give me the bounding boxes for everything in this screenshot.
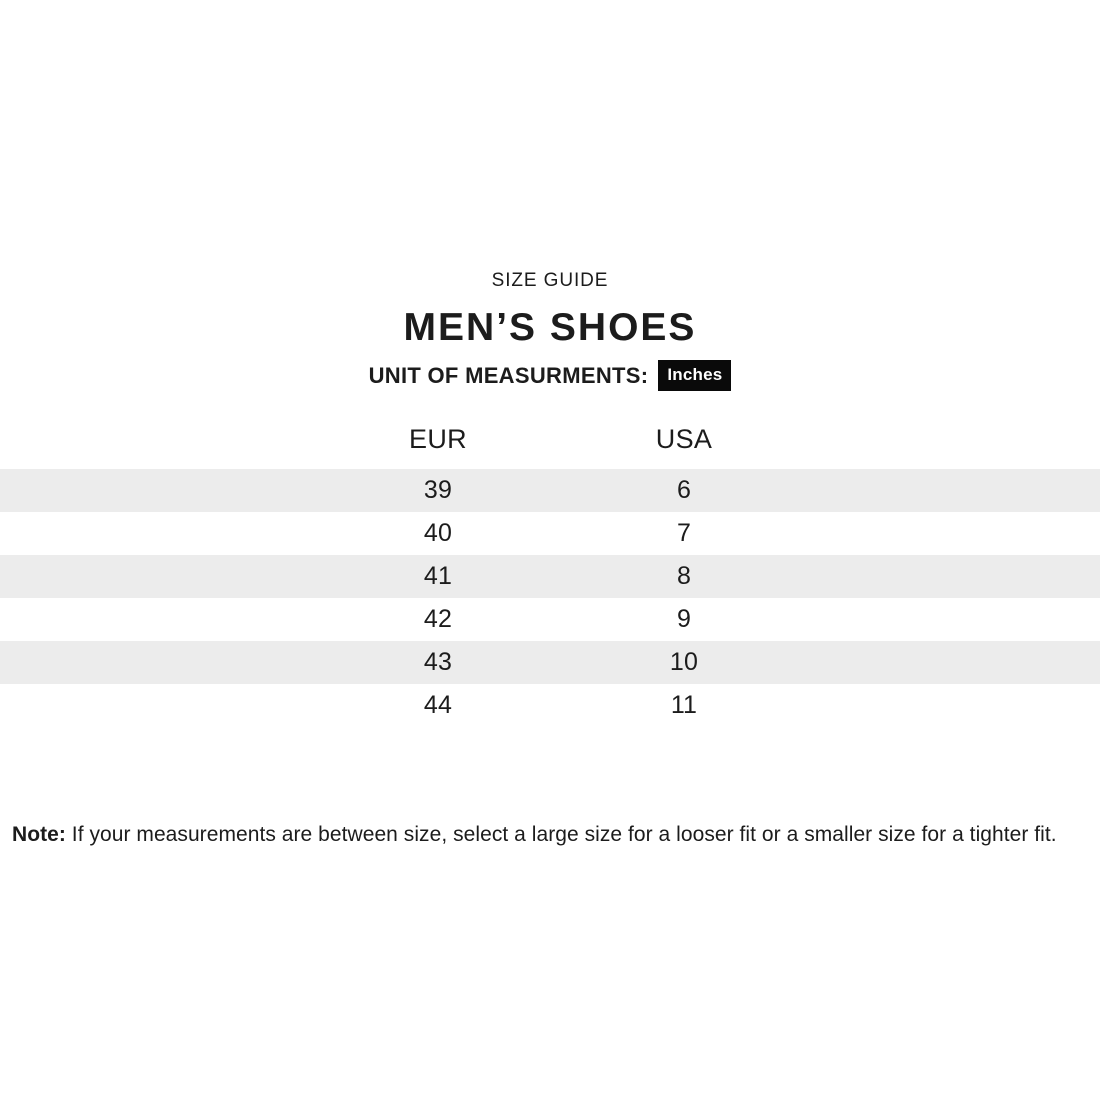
row-spacer-left	[0, 512, 292, 555]
page-title: MEN’S SHOES	[403, 306, 697, 349]
unit-of-measurement-badge[interactable]: Inches	[658, 360, 732, 391]
row-spacer-right	[784, 641, 1100, 684]
cell-usa: 11	[670, 691, 698, 719]
table-row: 43 10	[0, 641, 1100, 684]
size-chart-body: 39 6 40 7 41 8 42 9	[0, 469, 1100, 727]
table-row: 41 8	[0, 555, 1100, 598]
unit-of-measurement-row: UNIT OF MEASURMENTS: Inches	[0, 360, 1100, 391]
cell-usa: 9	[676, 605, 692, 633]
size-guide-note: Note: If your measurements are between s…	[12, 821, 1082, 849]
row-spacer-right	[784, 684, 1100, 727]
cell-usa: 7	[676, 519, 692, 547]
row-spacer-right	[784, 469, 1100, 512]
cell-eur: 42	[423, 605, 453, 633]
row-spacer-right	[784, 555, 1100, 598]
note-text: If your measurements are between size, s…	[65, 823, 1057, 846]
cell-eur: 39	[423, 476, 453, 504]
cell-eur: 43	[423, 648, 453, 676]
table-row: 42 9	[0, 598, 1100, 641]
cell-usa: 10	[669, 648, 699, 676]
row-spacer-right	[784, 512, 1100, 555]
cell-eur: 44	[423, 691, 453, 719]
row-spacer-left	[0, 684, 292, 727]
unit-of-measurement-label: UNIT OF MEASURMENTS:	[368, 362, 649, 388]
table-header-spacer-right	[784, 424, 1100, 469]
note-label: Note:	[12, 823, 66, 846]
size-guide-header: SIZE GUIDE MEN’S SHOES UNIT OF MEASURMEN…	[0, 270, 1100, 391]
table-row: 39 6	[0, 469, 1100, 512]
column-header-usa: USA	[655, 424, 713, 454]
row-spacer-right	[784, 598, 1100, 641]
size-guide-eyebrow: SIZE GUIDE	[491, 270, 609, 291]
cell-usa: 6	[676, 476, 692, 504]
cell-eur: 41	[423, 562, 453, 590]
row-spacer-left	[0, 641, 292, 684]
cell-eur: 40	[423, 519, 453, 547]
size-chart-table: EUR USA 39 6 40 7 41 8	[0, 424, 1100, 727]
table-header-spacer-left	[0, 424, 292, 469]
cell-usa: 8	[676, 562, 692, 590]
table-row: 44 11	[0, 684, 1100, 727]
table-row: 40 7	[0, 512, 1100, 555]
row-spacer-left	[0, 469, 292, 512]
row-spacer-left	[0, 555, 292, 598]
size-chart-header-row: EUR USA	[0, 424, 1100, 469]
column-header-eur: EUR	[409, 424, 467, 454]
row-spacer-left	[0, 598, 292, 641]
